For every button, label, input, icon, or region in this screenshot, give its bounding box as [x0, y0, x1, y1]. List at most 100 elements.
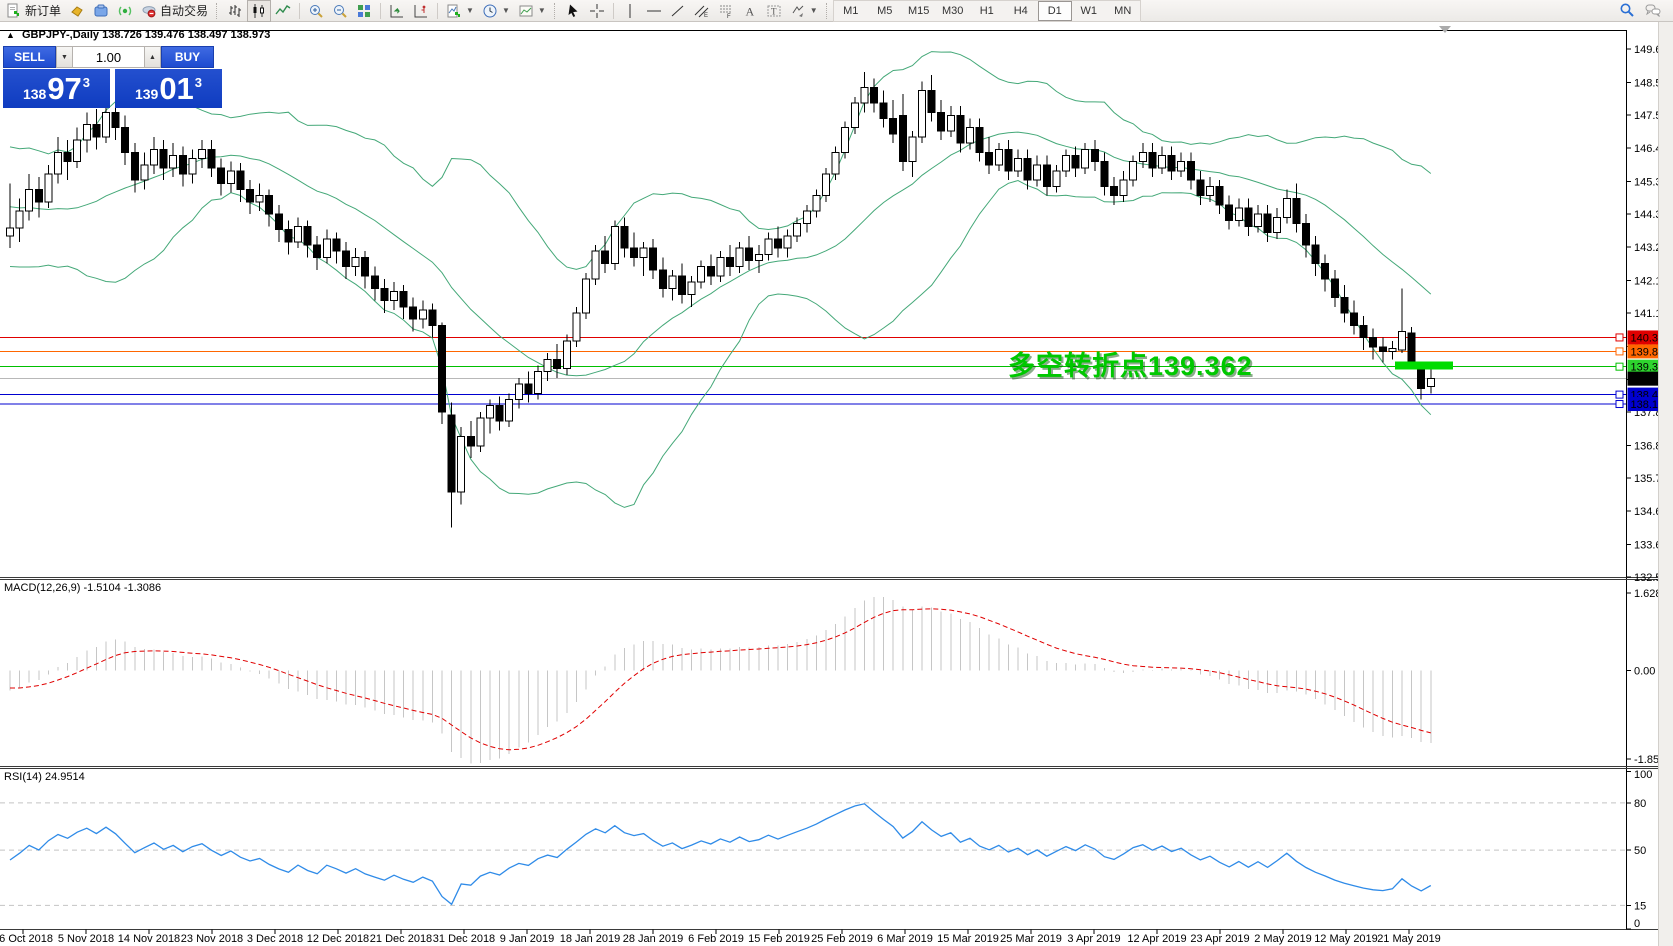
level-line-marker[interactable]: [1615, 390, 1624, 399]
window-right-strip: [1658, 22, 1673, 946]
buy-button[interactable]: BUY: [161, 46, 214, 68]
tile-windows-button[interactable]: [352, 0, 376, 22]
timeframe-button-mn[interactable]: MN: [1114, 4, 1132, 17]
candle: [1090, 140, 1099, 171]
signal-button[interactable]: [113, 0, 137, 22]
level-line-marker[interactable]: [1615, 362, 1624, 371]
candle: [764, 232, 773, 261]
candle: [1225, 195, 1234, 230]
candle: [850, 96, 859, 134]
candle: [63, 140, 72, 181]
candle: [418, 300, 427, 329]
horizontal-line-button[interactable]: [642, 0, 666, 22]
vertical-line-button[interactable]: [618, 0, 642, 22]
shapes-button[interactable]: ▼: [786, 0, 822, 22]
candle: [428, 303, 437, 338]
svg-text:A: A: [745, 4, 754, 18]
ask-pip-digit: 3: [194, 75, 203, 90]
candlestick-chart-button[interactable]: [247, 0, 272, 22]
timeframe-button-h1[interactable]: H1: [979, 4, 994, 17]
volume-increase-button[interactable]: ▲: [144, 46, 161, 68]
candle: [908, 130, 917, 178]
volume-decrease-button[interactable]: ▼: [56, 46, 73, 68]
candle: [54, 136, 62, 184]
market-watch-button[interactable]: [65, 0, 89, 22]
candle: [745, 235, 754, 270]
price-level-lines[interactable]: [0, 333, 1626, 409]
autotrading-button[interactable]: 自动交易: [137, 0, 212, 22]
chart-shift-marker[interactable]: [1439, 26, 1451, 33]
candle: [390, 282, 398, 310]
zoom-in-button[interactable]: [304, 0, 328, 22]
new-order-button[interactable]: 新订单: [2, 0, 65, 22]
date-label: 6 Feb 2019: [688, 933, 744, 945]
candle: [553, 343, 562, 378]
rsi-axis-label: 0: [1634, 918, 1640, 930]
candle: [457, 427, 466, 505]
chart-annotation-text[interactable]: 多空转折点139.362: [1008, 351, 1253, 381]
indicators-icon: [447, 4, 461, 17]
text-button[interactable]: A: [738, 0, 762, 22]
bid-price-display[interactable]: 138 97 3: [3, 69, 110, 108]
crosshair-button[interactable]: [585, 0, 609, 22]
level-line-marker[interactable]: [1615, 400, 1624, 409]
chat-icon[interactable]: [1645, 2, 1661, 18]
timeframe-button-m15[interactable]: M15: [908, 4, 930, 17]
search-icon[interactable]: [1619, 2, 1635, 18]
label-button[interactable]: T: [762, 0, 786, 22]
candle: [716, 251, 725, 283]
timeframe-button-h4[interactable]: H4: [1013, 4, 1028, 17]
sell-button[interactable]: SELL: [3, 46, 56, 68]
timeframe-button-m30[interactable]: M30: [942, 4, 964, 17]
line-chart-button[interactable]: [271, 0, 295, 22]
level-line-marker[interactable]: [1615, 333, 1624, 342]
timeframe-button-d1[interactable]: D1: [1037, 0, 1072, 21]
volume-input[interactable]: [73, 46, 144, 68]
level-line-marker[interactable]: [1615, 347, 1624, 356]
date-label: 25 Mar 2019: [1000, 933, 1062, 945]
timeframe-button-m1[interactable]: M1: [843, 4, 859, 17]
candle: [1014, 149, 1022, 178]
candle: [543, 353, 552, 381]
candle: [303, 220, 312, 258]
candle: [1398, 288, 1406, 354]
candle: [822, 167, 830, 202]
candle: [15, 198, 24, 242]
chart-shift-button[interactable]: [409, 0, 433, 22]
highlight-bar[interactable]: [1395, 361, 1453, 370]
candle: [121, 115, 130, 165]
candle: [898, 93, 907, 171]
indicators-button[interactable]: ▼: [442, 0, 478, 22]
profiles-button[interactable]: [89, 0, 113, 22]
candle: [1177, 152, 1186, 178]
candle: [159, 140, 168, 181]
candle: [284, 220, 293, 255]
periods-button[interactable]: ▼: [478, 0, 514, 22]
candle: [562, 334, 571, 375]
trendline-button[interactable]: [666, 0, 690, 22]
candle: [34, 177, 43, 218]
cursor-button[interactable]: [561, 0, 585, 22]
timeframe-button-m5[interactable]: M5: [877, 4, 893, 17]
vertical-line-icon: [629, 3, 631, 18]
candle: [466, 421, 475, 459]
fibonacci-button[interactable]: F: [714, 0, 738, 22]
candle: [678, 263, 686, 304]
toolbar-separator: [299, 2, 301, 19]
templates-button[interactable]: ▼: [514, 0, 550, 22]
zoom-out-button[interactable]: [328, 0, 352, 22]
candle: [841, 121, 850, 159]
candle: [524, 371, 533, 403]
candle: [1023, 149, 1032, 190]
collapse-icon[interactable]: ▲: [6, 30, 15, 40]
candle: [130, 143, 139, 193]
channel-button[interactable]: E: [690, 0, 714, 22]
timeframe-button-w1[interactable]: W1: [1080, 4, 1097, 17]
candle: [572, 306, 581, 347]
bar-chart-button[interactable]: [223, 0, 247, 22]
candle: [409, 297, 418, 332]
ask-price-display[interactable]: 139 01 3: [115, 69, 222, 108]
auto-scroll-button[interactable]: [385, 0, 409, 22]
